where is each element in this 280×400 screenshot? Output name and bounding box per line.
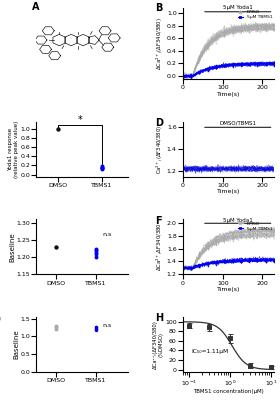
Point	[94, 246, 98, 252]
Point	[94, 326, 98, 332]
Point	[94, 249, 98, 255]
X-axis label: Time(s): Time(s)	[217, 190, 240, 194]
Point	[100, 164, 104, 171]
Text: DMSO/TBMS1: DMSO/TBMS1	[219, 121, 256, 126]
Point	[94, 247, 98, 254]
Point	[54, 326, 59, 332]
Point	[100, 164, 104, 170]
Text: B: B	[155, 3, 163, 13]
Y-axis label: $\Delta$Ca$^{2+}$$_i$$\Delta$F340/380: $\Delta$Ca$^{2+}$$_i$$\Delta$F340/380	[155, 222, 165, 271]
Point	[100, 163, 104, 170]
Y-axis label: Yoda1 response
(relative peak value): Yoda1 response (relative peak value)	[8, 121, 19, 178]
Point	[94, 254, 98, 260]
Point	[94, 326, 98, 333]
Point	[94, 324, 98, 330]
Y-axis label: Baseline: Baseline	[9, 232, 15, 262]
Text: A: A	[32, 2, 39, 12]
Legend: DMSO, 5μM TBMS1: DMSO, 5μM TBMS1	[238, 222, 272, 231]
Text: IC₅₀=1.11μM: IC₅₀=1.11μM	[192, 349, 229, 354]
Point	[94, 326, 98, 332]
Text: H: H	[155, 313, 164, 323]
Text: n.s: n.s	[102, 232, 111, 237]
Text: D: D	[155, 118, 164, 128]
Point	[100, 165, 104, 171]
Y-axis label: Baseline: Baseline	[13, 330, 19, 359]
Y-axis label: $\Delta$Ca$^{2+}$$_i$($\Delta$F340/380): $\Delta$Ca$^{2+}$$_i$($\Delta$F340/380)	[155, 17, 165, 70]
Y-axis label: Ca$^{2+}$$_i$($\Delta$F340/380): Ca$^{2+}$$_i$($\Delta$F340/380)	[155, 125, 165, 174]
X-axis label: Time(s): Time(s)	[217, 287, 240, 292]
Point	[94, 325, 98, 331]
Point	[94, 323, 98, 330]
Point	[56, 126, 60, 132]
Point	[94, 250, 98, 257]
Text: 5μM Yoda1: 5μM Yoda1	[223, 218, 253, 223]
Text: 5μM Yoda1: 5μM Yoda1	[223, 5, 253, 10]
X-axis label: Time(s): Time(s)	[217, 92, 240, 97]
Point	[54, 323, 59, 329]
Point	[54, 244, 59, 250]
Text: n.s: n.s	[102, 323, 111, 328]
Text: F: F	[155, 216, 162, 226]
X-axis label: TBMS1 concentration(μM): TBMS1 concentration(μM)	[193, 389, 264, 394]
Y-axis label: ΔCa²⁺ᵢ(ΔF340/380)
(%DMSO): ΔCa²⁺ᵢ(ΔF340/380) (%DMSO)	[153, 320, 164, 369]
Text: *: *	[78, 114, 82, 124]
Legend: DMSO, 5μM TBMS1: DMSO, 5μM TBMS1	[238, 10, 272, 19]
Point	[54, 324, 59, 330]
Point	[100, 166, 104, 172]
Text: G: G	[0, 313, 1, 323]
